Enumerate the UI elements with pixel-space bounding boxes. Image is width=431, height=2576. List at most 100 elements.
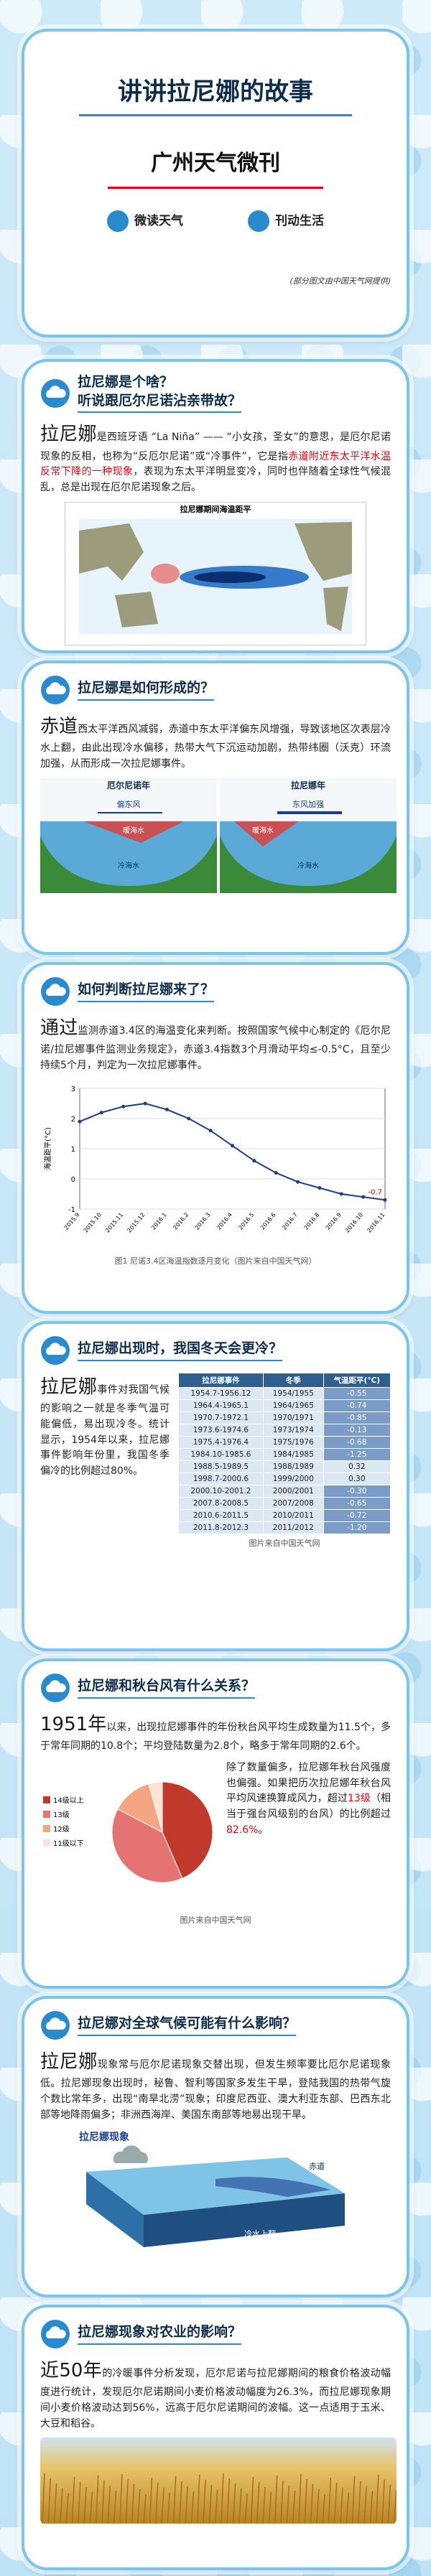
water-label: 暖海水: [252, 826, 274, 835]
stalk: [107, 2486, 111, 2524]
diagram-title: 厄尔尼诺年: [107, 780, 150, 790]
stalk: [340, 2488, 343, 2524]
cell: -1.20: [323, 1521, 391, 1534]
stalk: [95, 2475, 99, 2524]
icon-cloud: [46, 2326, 66, 2338]
stalk: [190, 2491, 195, 2524]
heading-line: 如何判断拉尼娜来了？: [78, 981, 215, 998]
lead-word: 1951年: [40, 1714, 107, 1735]
paragraph: 赤道西太平洋西风减弱，赤道中东太平洋偏东风增强，导致该地区次表层冷水上翻，由此出…: [40, 712, 391, 773]
paragraph: 拉尼娜是西班牙语 “La Niña” —— “小女孩，圣女”的意思，是厄尔尼诺现…: [40, 420, 391, 495]
y-tick-label: 2: [71, 1116, 75, 1124]
text: 西太平洋西风减弱，赤道中东太平洋偏东风增强，导致该地区次表层冷水上翻，由此出现冷…: [40, 724, 391, 770]
x-tick-label: 2016.10: [344, 1211, 364, 1233]
cell: 1970.7-1972.1: [178, 1411, 264, 1424]
section-heading: 拉尼娜对全球气候可能有什么影响？: [40, 2010, 391, 2040]
water-label: 冷海水: [297, 861, 319, 870]
table-row: 2010.6-2011.5 2010/2011 -0.72: [178, 1509, 391, 1522]
cell: 1973/1974: [262, 1424, 324, 1437]
caption: 图片来自中国天气网: [180, 1915, 251, 1925]
cell: 1984.10-1985.6: [178, 1448, 264, 1461]
section-card: 拉尼娜和秋台风有什么关系？ 1951年以来，出现拉尼娜事件的年份秋台风平均生成数量…: [22, 1658, 409, 1989]
cell: -0.30: [323, 1485, 391, 1498]
text: 除了数量偏多，拉尼娜年秋台风强度也偏强。如果把历次拉尼娜年秋台风平均风速换算成风…: [226, 1761, 391, 1805]
cell: 2007.8-2008.5: [178, 1497, 264, 1510]
stalk: [363, 2486, 367, 2524]
icon-cloud: [46, 2017, 66, 2030]
paragraph: 除了数量偏多，拉尼娜年秋台风强度也偏强。如果把历次拉尼娜年秋台风平均风速换算成风…: [226, 1760, 391, 1838]
cell: -0.68: [323, 1436, 391, 1449]
cell: 2011/2012: [262, 1521, 324, 1534]
table-row: 1964.4-1965.1 1964/1965 -0.74: [178, 1399, 391, 1412]
section-card: 拉尼娜是个啥？ 听说跟厄尔尼诺沾亲带故？ 拉尼娜是西班牙语 “La Niña” ——…: [22, 359, 409, 653]
table-row: 2000.10-2001.2 2000/2001 -0.30: [178, 1485, 391, 1498]
stalk: [113, 2491, 117, 2524]
land: [323, 586, 348, 631]
x-tick-label: 2016.9: [325, 1211, 343, 1231]
cell: -0.13: [323, 1424, 391, 1437]
heading-line: 拉尼娜现象对农业的影响？: [78, 2324, 242, 2341]
data-point: [121, 1104, 126, 1109]
legend-swatch: [43, 1796, 50, 1803]
stalk: [214, 2490, 218, 2524]
table-header: 拉尼娜事件 冬季 气温距平(°C): [178, 1373, 391, 1388]
stalk: [333, 2483, 338, 2524]
section-card: 拉尼娜出现时，我国冬天会更冷？ 拉尼娜事件对我国气候的影响之一就是冬季气温可能偏低…: [22, 1321, 409, 1651]
cell: 1988.5-1989.5: [178, 1460, 264, 1473]
table-row: 1954.7-1956.12 1954/1955 -0.55: [178, 1387, 391, 1400]
page-title: 讲讲拉尼娜的故事: [118, 78, 313, 106]
heading-text: 拉尼娜对全球气候可能有什么影响？: [78, 2015, 297, 2036]
highlight: 赤道附近东太平洋水温反常下降的一种现象: [40, 450, 391, 478]
lead-word: 近50年: [40, 2360, 103, 2381]
heading-text: 拉尼娜是如何形成的？: [78, 679, 215, 701]
heading-text: 拉尼娜出现时，我国冬天会更冷？: [78, 1340, 283, 1361]
caption: 图片来自中国天气网: [249, 1539, 320, 1548]
text: ，表现为东太平洋明显变冷，同时也伴随着全球性气候混乱，总是出现在厄尔尼诺现象之后…: [40, 466, 391, 493]
cell: 0.30: [323, 1473, 391, 1485]
text: 以来，出现拉尼娜事件的年份秋台风平均生成数量为11.5个，多于常年同期的10.8…: [40, 1722, 391, 1753]
stalk: [381, 2480, 385, 2524]
stalk: [154, 2483, 159, 2524]
stalk: [172, 2476, 177, 2524]
figure-label: 冷水上翻: [244, 2229, 276, 2239]
stalk: [197, 2475, 200, 2524]
stalk: [83, 2487, 87, 2524]
stalk: [143, 2494, 147, 2524]
ocean-side: [144, 2193, 345, 2248]
cloud-icon: [41, 676, 70, 704]
cell: 1975.4-1976.4: [178, 1436, 264, 1449]
cell: 2010.6-2011.5: [178, 1509, 264, 1522]
heading-text: 如何判断拉尼娜来了？: [78, 981, 215, 1002]
data-point: [339, 1192, 343, 1196]
stalk: [185, 2486, 188, 2524]
warm-water: [234, 821, 299, 846]
pie-slice: [111, 1809, 183, 1883]
heading-line: 听说跟厄尔尼诺沾亲带故？: [78, 392, 242, 409]
y-axis-label: 海温距平(°C): [43, 1127, 52, 1170]
text: 的冷暖事件分析发现，厄尔尼诺与拉尼娜期间的粮食价格波动幅度进行统计，发现厄尔尼诺…: [40, 2368, 391, 2430]
text: 监测赤道3.4区的海温变化来判断。按照国家气候中心制定的《厄尔尼诺/拉尼娜事件监…: [40, 1025, 391, 1071]
header-card: 讲讲拉尼娜的故事 广州天气微刊 微读天气 刊动生活 (部分图文由中国天气网提供): [22, 29, 409, 337]
icon: [107, 210, 129, 232]
stalk: [119, 2474, 123, 2524]
stalk: [310, 2484, 314, 2524]
warm-water: [83, 821, 184, 843]
heading-line: 拉尼娜和秋台风有什么关系？: [78, 1678, 256, 1694]
legend-swatch: [43, 1824, 50, 1832]
cell: 1954/1955: [262, 1387, 324, 1400]
heading-line: 拉尼娜对全球气候可能有什么影响？: [78, 2015, 297, 2032]
legend-label: 13级: [53, 1811, 70, 1819]
brand: 广州天气微刊: [151, 151, 280, 176]
stalk: [369, 2491, 374, 2524]
cold-tongue: [216, 2177, 330, 2198]
map-figure: 拉尼娜期间海温距平: [65, 501, 366, 645]
stalk: [221, 2473, 224, 2524]
section-card: 如何判断拉尼娜来了？ 通过监测赤道3.4区的海温变化来判断。按照国家气候中心制定的…: [22, 962, 409, 1314]
cell: 1975/1976: [262, 1436, 324, 1449]
cell: 2007/2008: [262, 1497, 324, 1510]
x-tick-label: 2015.9: [63, 1211, 81, 1231]
heading-line: 拉尼娜是如何形成的？: [78, 680, 215, 696]
stalk: [42, 2473, 45, 2524]
water-label: 冷海水: [118, 861, 139, 870]
